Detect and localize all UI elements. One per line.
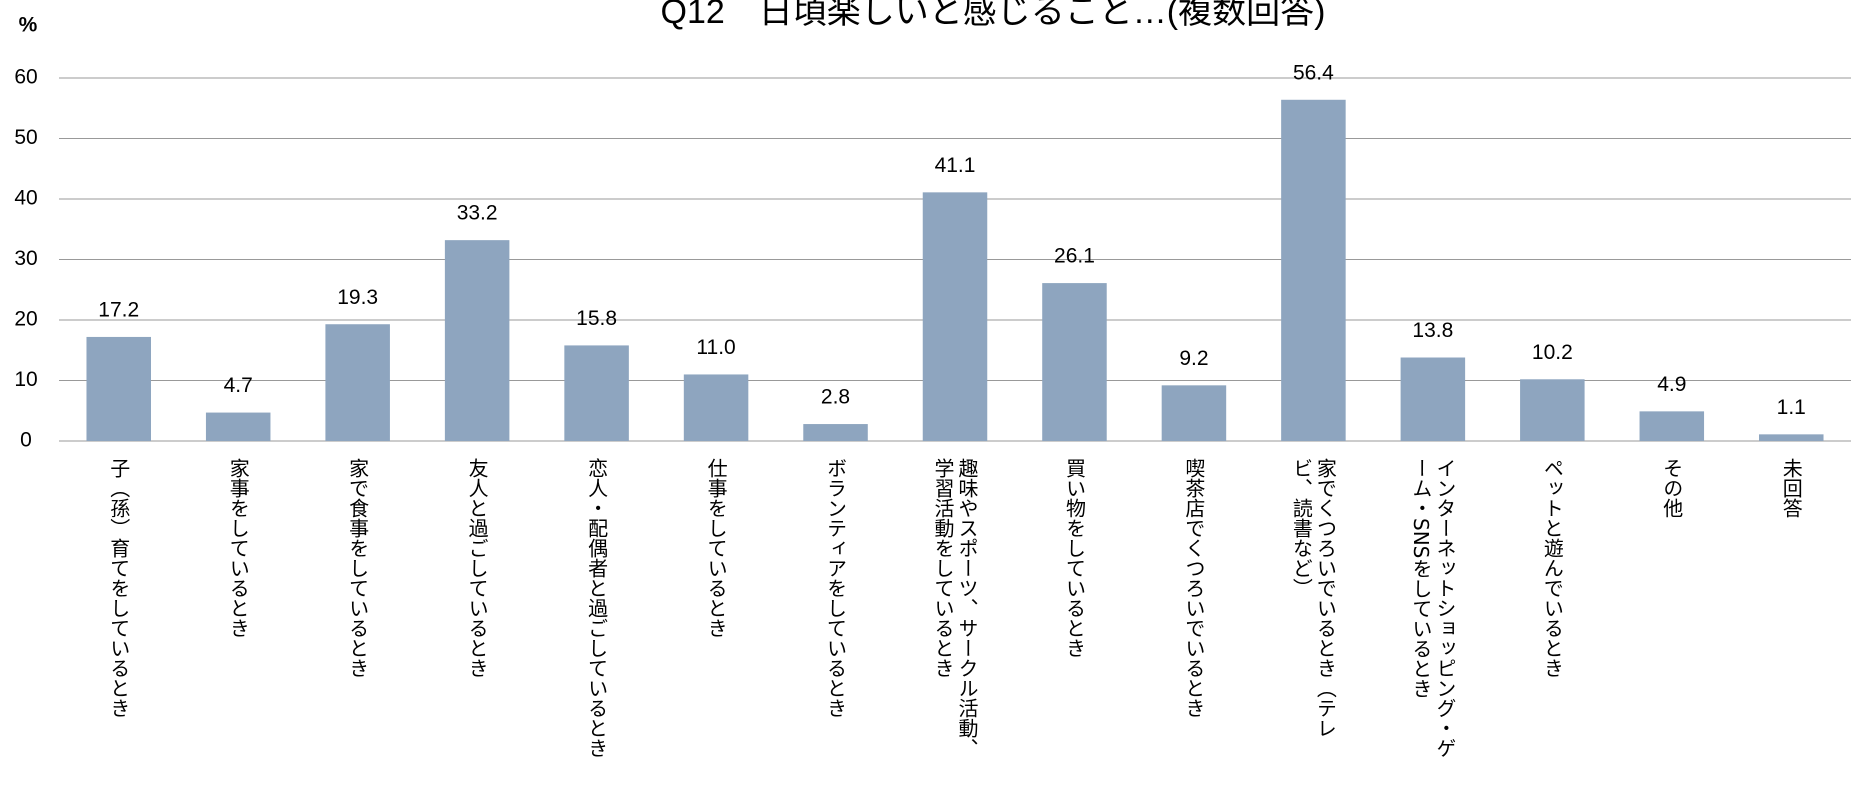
value-label: 9.2 xyxy=(1179,347,1208,370)
bar xyxy=(1042,283,1107,441)
x-tick-label: 喫茶店でくつろいでいるとき xyxy=(1181,458,1206,718)
x-tick-label: 恋人・配偶者と過ごしているとき xyxy=(584,458,609,758)
bar xyxy=(803,424,868,441)
x-tick-label: 仕事をしているとき xyxy=(704,458,729,638)
value-label: 15.8 xyxy=(576,307,617,330)
bar xyxy=(86,336,151,441)
value-label: 10.2 xyxy=(1532,341,1573,364)
value-label: 11.0 xyxy=(696,336,735,359)
x-tick-label: 家事をしているとき xyxy=(226,458,251,638)
y-tick-label: 40 xyxy=(14,187,37,210)
y-tick-label: 50 xyxy=(14,126,37,149)
value-label: 13.8 xyxy=(1412,319,1453,342)
bar xyxy=(205,412,271,441)
bar xyxy=(1759,434,1824,441)
y-tick-label: 60 xyxy=(14,66,37,89)
bar xyxy=(444,240,510,441)
x-tick-label: 未回答 xyxy=(1779,458,1804,518)
y-tick-label: 10 xyxy=(14,368,37,391)
value-label: 17.2 xyxy=(98,298,139,321)
bar xyxy=(1161,385,1227,441)
x-tick-label: インターネットショッピング・ゲーム・SNSをしているとき xyxy=(1408,458,1457,758)
x-tick-label: 家で食事をしているとき xyxy=(345,458,370,678)
chart-title: Q12 日頃楽しいと感じること…(複数回答) xyxy=(661,0,1326,31)
x-tick-label: 買い物をしているとき xyxy=(1062,458,1087,658)
x-tick-label: その他 xyxy=(1659,458,1684,518)
bar xyxy=(683,374,749,441)
x-tick-label: 友人と過ごしているとき xyxy=(465,458,490,678)
bar xyxy=(922,192,988,441)
x-tick-label: 趣味やスポーツ、サークル活動、学習活動をしているとき xyxy=(931,458,979,758)
bar xyxy=(1639,411,1705,441)
value-label: 41.1 xyxy=(935,154,976,177)
y-axis-label: % xyxy=(19,14,38,37)
value-label: 33.2 xyxy=(457,202,498,225)
value-label: 4.7 xyxy=(224,374,253,397)
x-tick-label: ボランティアをしているとき xyxy=(823,458,848,718)
value-label: 56.4 xyxy=(1293,61,1334,84)
x-tick-label: ペットと遊んでいるとき xyxy=(1540,458,1565,678)
x-tick-label: 家でくつろいでいるとき（テレビ、読書など） xyxy=(1289,458,1338,738)
bar xyxy=(1400,357,1466,441)
x-tick-label: 子（孫）育てをしているとき xyxy=(106,458,131,718)
bar xyxy=(1520,379,1585,441)
bar xyxy=(325,324,390,441)
value-label: 4.9 xyxy=(1657,373,1686,396)
y-tick-label: 0 xyxy=(20,429,32,452)
y-tick-label: 30 xyxy=(14,247,37,270)
value-label: 1.1 xyxy=(1777,396,1806,419)
value-label: 2.8 xyxy=(821,386,850,409)
bar xyxy=(564,345,629,441)
bar xyxy=(1281,99,1346,441)
y-tick-label: 20 xyxy=(14,308,37,331)
value-label: 26.1 xyxy=(1054,245,1095,268)
value-label: 19.3 xyxy=(337,286,378,309)
